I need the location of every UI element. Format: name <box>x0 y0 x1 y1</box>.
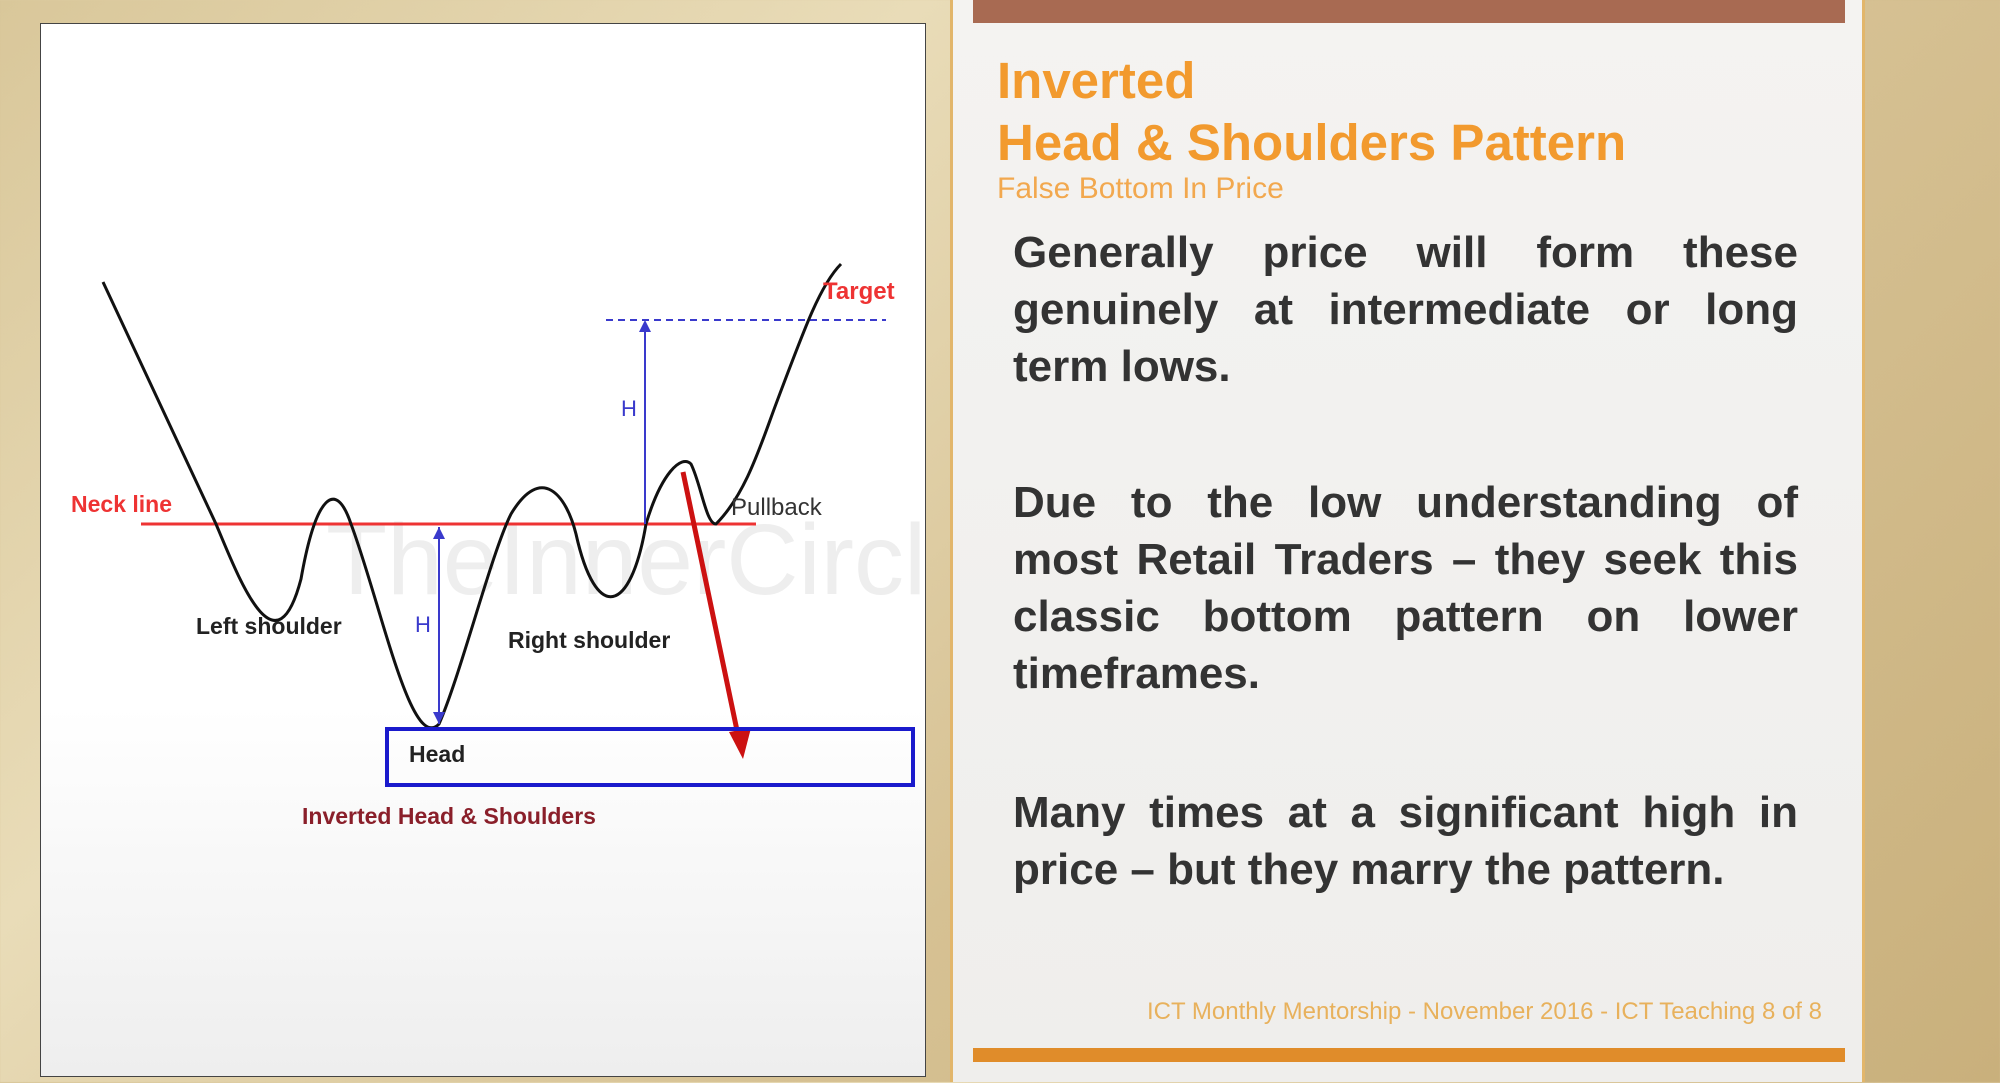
diagram-caption: Inverted Head & Shoulders <box>302 803 596 829</box>
top-accent-bar <box>973 0 1845 23</box>
pullback-arrow <box>680 471 742 741</box>
title-line-1: Inverted <box>997 52 1196 109</box>
target-arrowhead <box>639 320 651 332</box>
right-shoulder-label: Right shoulder <box>508 627 670 653</box>
text-panel: Inverted Head & Shoulders Pattern False … <box>950 0 1865 1082</box>
bottom-accent-bar <box>973 1048 1845 1062</box>
pullback-label: Pullback <box>731 494 823 521</box>
title-line-2: Head & Shoulders Pattern <box>997 114 1627 171</box>
h-label-upper: H <box>621 396 637 421</box>
head-arrowhead-top <box>433 527 445 539</box>
neck-line-label: Neck line <box>71 491 172 517</box>
diagram-panel: TheInnerCircleTrader.com H H Target <box>40 23 1484 1077</box>
slide-title: Inverted Head & Shoulders Pattern <box>997 50 1817 174</box>
left-shoulder-label: Left shoulder <box>196 613 342 639</box>
inverted-head-shoulders-diagram: TheInnerCircleTrader.com H H Target <box>71 262 1484 829</box>
head-arrowhead-bottom <box>433 712 445 724</box>
slide-subtitle: False Bottom In Price <box>997 172 1284 205</box>
h-label-lower: H <box>415 612 431 637</box>
target-label: Target <box>823 278 895 305</box>
price-curve <box>101 262 843 730</box>
slide-footer: ICT Monthly Mentorship - November 2016 -… <box>1147 998 1822 1025</box>
head-box <box>385 727 915 787</box>
head-label: Head <box>409 741 465 767</box>
paragraph-1: Generally price will form these genuinel… <box>1013 228 1798 391</box>
pullback-arrowhead <box>729 728 751 759</box>
paragraph-2: Due to the low understanding of most Ret… <box>1013 478 1798 698</box>
paragraph-3: Many times at a significant high in pric… <box>1013 788 1798 894</box>
watermark: TheInnerCircleTrader.com <box>326 504 927 616</box>
